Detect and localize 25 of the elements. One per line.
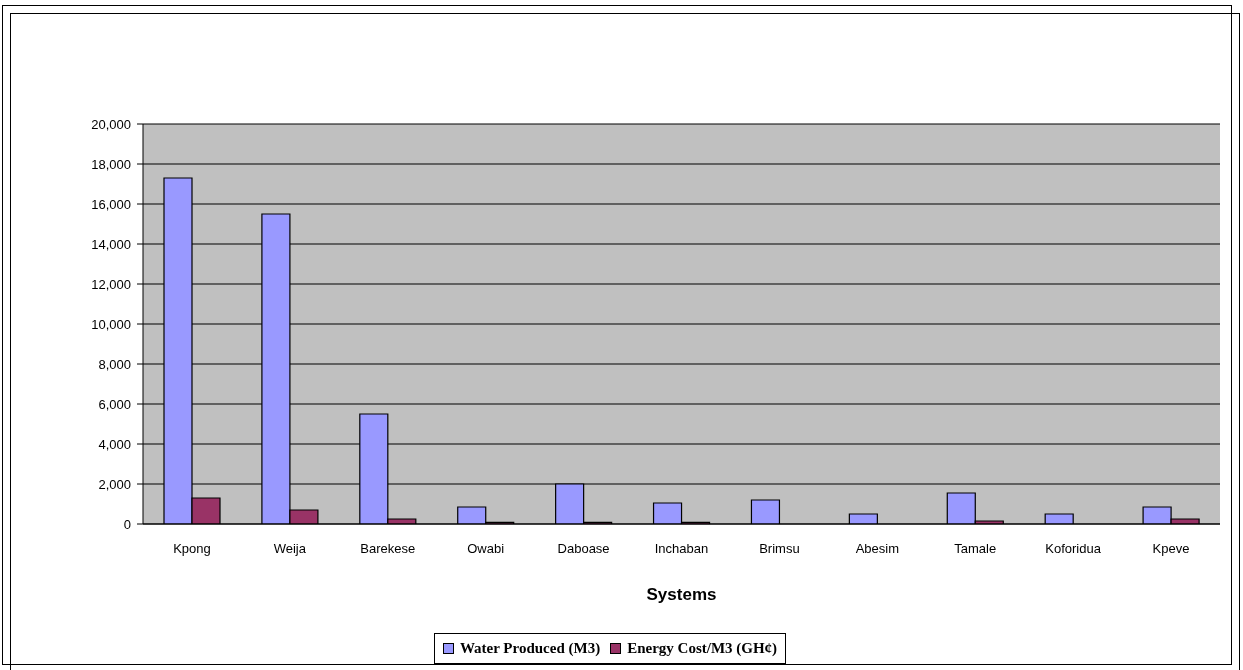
x-tick-label: Kpeve bbox=[1152, 541, 1190, 557]
x-tick-label: Inchaban bbox=[654, 541, 709, 557]
y-tick-label: 16,000 bbox=[91, 196, 131, 212]
x-tick-label: Kpong bbox=[173, 541, 211, 557]
x-tick-label: Owabi bbox=[467, 541, 505, 557]
y-tick-label: 0 bbox=[123, 516, 131, 532]
y-tick-label: 6,000 bbox=[98, 396, 131, 412]
x-tick-label: Brimsu bbox=[759, 541, 800, 557]
x-axis-title: Systems bbox=[646, 585, 717, 604]
x-tick-label: Abesim bbox=[855, 541, 899, 557]
legend-label: Water Produced (M3) bbox=[459, 640, 601, 657]
x-tick-label: Tamale bbox=[954, 541, 997, 557]
y-tick-label: 2,000 bbox=[98, 476, 131, 492]
y-tick-label: 4,000 bbox=[98, 436, 131, 452]
y-tick-label: 12,000 bbox=[91, 276, 131, 292]
x-tick-label: Barekese bbox=[360, 541, 416, 557]
x-tick-label: Koforidua bbox=[1045, 541, 1102, 557]
y-tick-label: 8,000 bbox=[98, 356, 131, 372]
y-tick-label: 10,000 bbox=[91, 316, 131, 332]
y-tick-label: 14,000 bbox=[91, 236, 131, 252]
y-tick-label: 18,000 bbox=[91, 156, 131, 172]
x-tick-label: Daboase bbox=[557, 541, 610, 557]
legend-label: Energy Cost/M3 (GH¢) bbox=[627, 640, 778, 657]
x-tick-label: Weija bbox=[273, 541, 307, 557]
y-tick-label: 20,000 bbox=[91, 116, 131, 132]
